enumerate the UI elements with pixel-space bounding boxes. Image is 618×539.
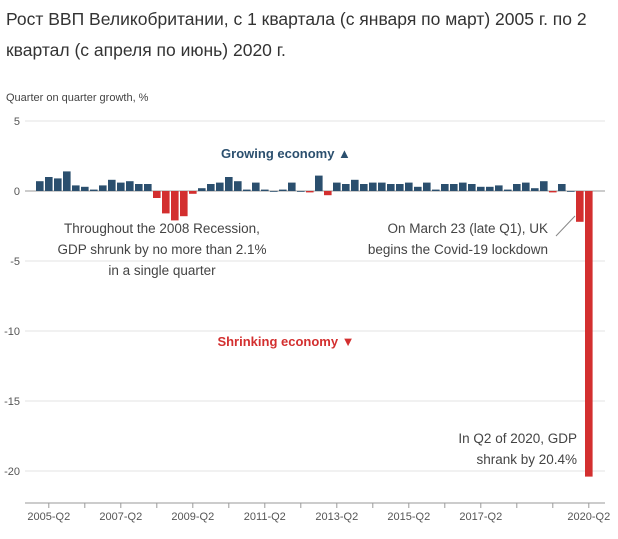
bar-2011-Q3: [270, 191, 278, 192]
bar-2011-Q1: [252, 182, 260, 191]
q2-2020-note: shrank by 20.4%: [476, 452, 577, 467]
bar-2005-Q3: [54, 178, 62, 191]
bar-2011-Q4: [279, 189, 287, 191]
bar-2018-Q4: [531, 188, 539, 191]
bar-2019-Q4: [567, 191, 575, 192]
gridlines: [25, 120, 605, 472]
bar-2015-Q4: [423, 182, 431, 191]
bar-2007-Q4: [135, 184, 143, 191]
bar-2008-Q1: [144, 184, 152, 191]
bar-2015-Q3: [414, 186, 422, 191]
bar-2017-Q4: [495, 185, 503, 191]
bar-2014-Q1: [360, 184, 368, 191]
lockdown-note: begins the Covid-19 lockdown: [368, 242, 548, 257]
bar-2012-Q2: [297, 191, 305, 192]
bar-2009-Q4: [207, 184, 215, 191]
shrinking-economy-label: Shrinking economy ▼: [217, 334, 354, 349]
bar-2017-Q3: [486, 186, 494, 191]
bars: [36, 171, 593, 477]
recession-note: GDP shrunk by no more than 2.1%: [57, 242, 266, 257]
bar-2008-Q2: [153, 191, 161, 198]
bar-2012-Q3: [306, 191, 314, 193]
bar-2010-Q3: [234, 181, 242, 191]
recession-note: in a single quarter: [108, 263, 216, 278]
bar-2008-Q4: [171, 191, 179, 221]
bar-2017-Q1: [468, 184, 476, 191]
x-tick-label: 2007-Q2: [99, 511, 142, 523]
q2-2020-note: In Q2 of 2020, GDP: [458, 431, 577, 446]
growing-economy-label: Growing economy ▲: [221, 146, 351, 161]
annotations: Growing economy ▲ Shrinking economy ▼ Thro…: [57, 146, 577, 467]
lockdown-leader-line: [555, 215, 576, 237]
bar-2009-Q2: [189, 191, 197, 194]
x-tick-label: 2011-Q2: [244, 511, 286, 523]
bar-2016-Q2: [441, 184, 449, 191]
bar-2018-Q1: [504, 189, 512, 191]
x-tick-label: 2020-Q2: [567, 511, 610, 523]
bar-2017-Q2: [477, 186, 485, 191]
y-tick-label: -15: [4, 396, 20, 408]
bar-2016-Q4: [459, 182, 467, 191]
y-tick-label: 0: [14, 186, 20, 198]
bar-2006-Q4: [99, 185, 107, 191]
bar-2016-Q3: [450, 184, 458, 191]
chart-title: Рост ВВП Великобритании, с 1 квартала (с…: [6, 9, 587, 60]
bar-2014-Q2: [369, 182, 377, 191]
bar-2019-Q2: [549, 191, 557, 193]
lockdown-note: On March 23 (late Q1), UK: [387, 221, 548, 236]
bar-2006-Q2: [81, 186, 89, 191]
bar-2015-Q2: [405, 182, 413, 191]
bar-2008-Q3: [162, 191, 170, 214]
bar-2007-Q1: [108, 179, 116, 191]
bar-2006-Q3: [90, 189, 98, 191]
x-tick-label: 2015-Q2: [387, 511, 430, 523]
bar-2010-Q4: [243, 189, 251, 191]
y-tick-label: -10: [4, 326, 20, 338]
bar-2009-Q1: [180, 191, 188, 217]
bar-2014-Q4: [387, 184, 395, 191]
bar-2018-Q2: [513, 184, 521, 191]
bar-2018-Q3: [522, 182, 530, 191]
bar-2016-Q1: [432, 189, 440, 191]
bar-2013-Q4: [351, 179, 359, 191]
bar-2020-Q2: [585, 191, 593, 477]
bar-2013-Q1: [324, 191, 332, 196]
bar-2009-Q3: [198, 188, 206, 191]
recession-note: Throughout the 2008 Recession,: [64, 221, 260, 236]
bar-2012-Q4: [315, 175, 323, 191]
bar-2010-Q2: [225, 177, 233, 191]
bar-2007-Q2: [117, 182, 125, 191]
bar-2013-Q3: [342, 184, 350, 191]
x-tick-label: 2013-Q2: [315, 511, 358, 523]
bar-2014-Q3: [378, 182, 386, 191]
bar-2010-Q1: [216, 182, 224, 191]
bar-2019-Q3: [558, 184, 566, 191]
bar-2015-Q1: [396, 184, 404, 191]
bar-2005-Q1: [36, 181, 44, 191]
bar-2006-Q1: [72, 185, 80, 191]
y-tick-label: 5: [14, 116, 20, 128]
bar-2012-Q1: [288, 182, 296, 191]
y-tick-label: -20: [4, 466, 20, 478]
bar-2005-Q2: [45, 177, 53, 191]
bar-2011-Q2: [261, 189, 269, 191]
bar-2019-Q1: [540, 181, 548, 191]
x-tick-label: 2009-Q2: [171, 511, 214, 523]
y-ticks: 5 0 -5 -10 -15 -20: [4, 116, 20, 478]
bar-2005-Q4: [63, 171, 71, 191]
bar-2013-Q2: [333, 182, 341, 191]
y-tick-label: -5: [10, 256, 20, 268]
bar-2007-Q3: [126, 181, 134, 191]
y-axis-label: Quarter on quarter growth, %: [6, 92, 149, 104]
x-axis: 2005-Q2 2007-Q2 2009-Q2 2011-Q2 2013-Q2 2015-…: [25, 502, 610, 523]
x-tick-label: 2005-Q2: [27, 511, 70, 523]
x-tick-label: 2017-Q2: [459, 511, 502, 523]
bar-2020-Q1: [576, 191, 584, 222]
